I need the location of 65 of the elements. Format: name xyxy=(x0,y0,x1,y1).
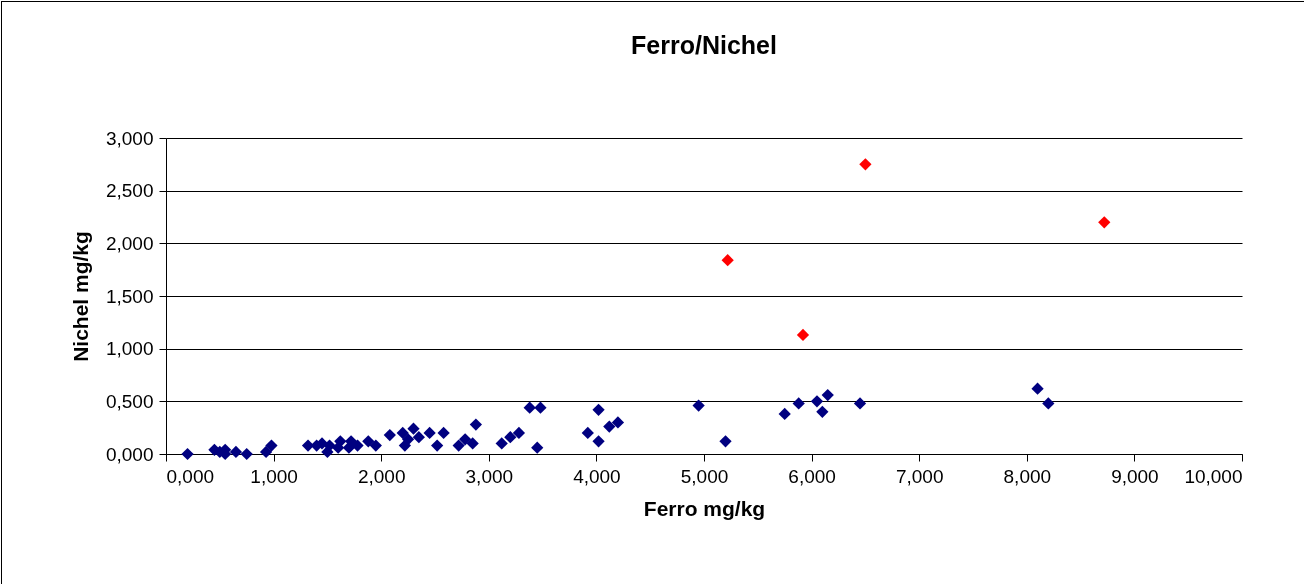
point xyxy=(592,403,605,416)
point xyxy=(412,431,425,444)
point xyxy=(534,401,547,414)
point xyxy=(859,158,872,171)
y-tick-label: 2,000 xyxy=(105,232,154,254)
point xyxy=(423,426,436,440)
x-axis-title: Ferro mg/kg xyxy=(643,496,766,520)
point xyxy=(796,328,810,342)
point xyxy=(407,422,420,435)
point xyxy=(495,437,508,450)
point xyxy=(810,395,824,408)
point xyxy=(383,428,396,442)
point xyxy=(1042,397,1055,410)
point xyxy=(792,397,805,410)
x-tick-label: 1,000 xyxy=(250,465,298,487)
point xyxy=(396,426,409,440)
point xyxy=(504,431,517,444)
y-tick-label: 0,000 xyxy=(105,443,154,465)
chart-title: Ferro/Nichel xyxy=(631,31,777,59)
y-tick-label: 0,500 xyxy=(105,390,154,412)
point xyxy=(816,405,829,418)
x-tick-label: 10,000 xyxy=(1184,465,1243,487)
point xyxy=(431,439,444,452)
point xyxy=(229,445,243,459)
x-tick-label: 7,000 xyxy=(895,465,944,487)
point xyxy=(721,254,734,267)
point xyxy=(452,439,465,452)
x-tick-label: 8,000 xyxy=(1003,465,1052,487)
point xyxy=(821,388,834,402)
point xyxy=(459,433,472,446)
y-tick-label: 2,500 xyxy=(105,180,154,202)
y-tick-label: 1,500 xyxy=(105,285,154,307)
x-tick-label: 2,000 xyxy=(357,465,406,487)
point xyxy=(469,418,483,431)
x-tick-label: 4,000 xyxy=(573,465,621,487)
point xyxy=(240,447,253,461)
x-tick-label: 6,000 xyxy=(788,465,836,487)
x-tick-label: 5,000 xyxy=(680,465,729,487)
point xyxy=(611,416,625,429)
point xyxy=(512,426,526,440)
point xyxy=(259,445,273,459)
point xyxy=(523,401,536,414)
point xyxy=(401,433,415,446)
point xyxy=(1098,216,1111,229)
point xyxy=(592,435,605,448)
point xyxy=(1031,382,1044,395)
x-tick-label: 3,000 xyxy=(465,465,514,487)
point xyxy=(778,407,791,421)
point xyxy=(437,426,450,440)
y-tick-label: 3,000 xyxy=(105,127,154,149)
point xyxy=(181,447,194,461)
point xyxy=(719,435,732,448)
point xyxy=(369,439,382,452)
point xyxy=(692,399,705,412)
point xyxy=(362,435,375,448)
x-tick-label: 0,000 xyxy=(166,465,215,487)
y-tick-label: 1,000 xyxy=(105,338,154,360)
y-axis-title: Nichel mg/kg xyxy=(68,231,92,362)
point xyxy=(603,420,616,433)
point xyxy=(531,441,544,454)
point xyxy=(265,439,278,452)
x-tick-label: 9,000 xyxy=(1111,465,1159,487)
point xyxy=(466,437,479,450)
point xyxy=(853,397,867,410)
point xyxy=(581,426,594,440)
